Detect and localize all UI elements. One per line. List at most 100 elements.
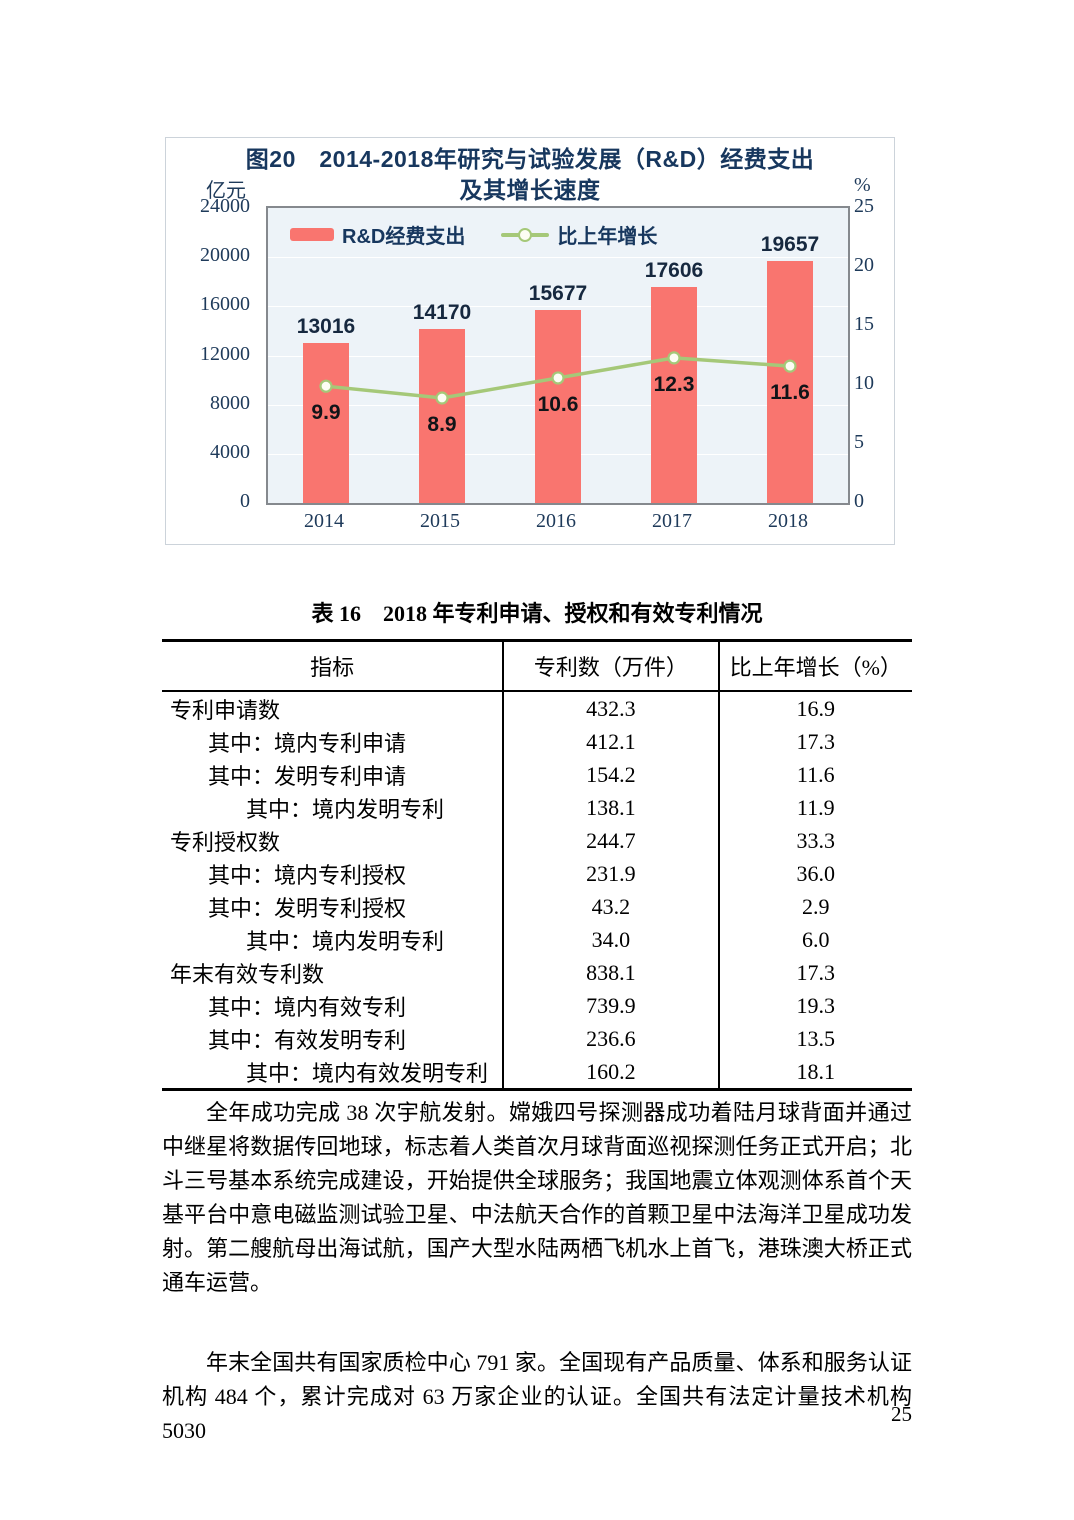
page-number: 25	[891, 1402, 912, 1426]
table-row: 其中：发明专利授权 43.2 2.9	[162, 890, 912, 923]
row-patent-count: 432.3	[502, 691, 719, 725]
y-axis-left-tick: 4000	[210, 440, 250, 463]
table-16-section: 表 16 2018 年专利申请、授权和有效专利情况 指标 专利数（万件） 比上年…	[162, 596, 912, 1091]
row-growth: 2.9	[717, 890, 912, 923]
table-row: 专利申请数 432.3 16.9	[162, 691, 912, 725]
row-label: 年末有效专利数	[170, 961, 325, 987]
line-marker-swatch	[518, 227, 533, 242]
y-axis-left-tick: 24000	[200, 195, 250, 217]
table-row: 其中：发明专利申请 154.2 11.6	[162, 758, 912, 791]
line-point	[435, 391, 449, 405]
table-row: 其中：境内专利授权 231.9 36.0	[162, 857, 912, 890]
line-value-label: 12.3	[653, 372, 695, 396]
row-patent-count: 160.2	[502, 1055, 719, 1090]
row-growth: 19.3	[717, 989, 912, 1022]
legend-item-bar: R&D经费支出	[290, 220, 465, 249]
row-label: 其中：境内有效发明专利	[246, 1060, 489, 1086]
bar	[651, 286, 697, 503]
y-axis-left-tick: 8000	[210, 391, 250, 414]
bar	[767, 261, 813, 503]
row-label: 专利授权数	[170, 829, 281, 855]
bar-value-label: 13016	[296, 315, 356, 338]
left-axis-unit: 亿元	[206, 180, 246, 202]
gridline	[268, 257, 848, 259]
row-growth: 17.3	[717, 725, 912, 758]
row-label: 其中：境内有效专利	[208, 994, 407, 1020]
chart-legend: R&D经费支出 比上年增长	[290, 220, 657, 249]
row-patent-count: 138.1	[502, 791, 719, 824]
x-axis-tick: 2014	[304, 510, 344, 532]
line-value-label: 10.6	[537, 392, 579, 416]
row-patent-count: 34.0	[502, 923, 719, 956]
table-row: 专利授权数 244.7 33.3	[162, 824, 912, 857]
table-row: 其中：境内有效发明专利 160.2 18.1	[162, 1055, 912, 1090]
bar-series-swatch	[290, 228, 334, 241]
paragraph: 年末全国共有国家质检中心 791 家。全国现有产品质量、体系和服务认证机构 48…	[162, 1350, 912, 1443]
bar-value-label: 15677	[528, 282, 588, 306]
y-axis-right-tick: 20	[854, 254, 874, 276]
figure-20-chart: 图20 2014-2018年研究与试验发展（R&D）经费支出 及其增长速度 亿元…	[165, 137, 895, 545]
row-patent-count: 154.2	[502, 758, 719, 791]
x-axis-tick: 2018	[768, 510, 808, 532]
table-row: 其中：境内有效专利 739.9 19.3	[162, 989, 912, 1022]
row-growth: 11.9	[717, 791, 912, 824]
legend-label-bar: R&D经费支出	[342, 226, 466, 248]
row-label: 其中：发明专利申请	[208, 763, 407, 789]
y-axis-right-tick: 15	[854, 313, 874, 335]
bar	[303, 343, 349, 503]
y-axis-right-tick: 0	[854, 490, 864, 512]
table-row: 其中：境内发明专利 138.1 11.9	[162, 791, 912, 824]
row-patent-count: 236.6	[502, 1022, 719, 1055]
row-label: 其中：境内专利申请	[208, 730, 407, 756]
gridline	[268, 306, 848, 308]
row-growth: 17.3	[717, 956, 912, 989]
y-axis-right-tick: 25	[854, 195, 874, 217]
body-text: 全年成功完成 38 次宇航发射。嫦娥四号探测器成功着陆月球背面并通过中继星将数据…	[162, 1096, 912, 1448]
header-indicator: 指标	[162, 640, 504, 692]
chart-title: 图20 2014-2018年研究与试验发展（R&D）经费支出 及其增长速度	[166, 144, 894, 206]
row-growth: 11.6	[717, 758, 912, 791]
row-patent-count: 244.7	[502, 824, 719, 857]
header-patent-count: 专利数（万件）	[502, 640, 719, 692]
table-title: 表 16 2018 年专利申请、授权和有效专利情况	[311, 601, 763, 626]
table-row: 其中：境内专利申请 412.1 17.3	[162, 725, 912, 758]
legend-item-line: 比上年增长	[501, 220, 657, 249]
row-label: 其中：境内发明专利	[246, 928, 445, 954]
growth-line-layer	[319, 351, 797, 405]
bar-value-label: 19657	[760, 233, 820, 257]
row-growth: 13.5	[717, 1022, 912, 1055]
line-point	[551, 371, 565, 385]
bar-value-label: 17606	[644, 258, 704, 282]
row-growth: 33.3	[717, 824, 912, 857]
paragraph: 全年成功完成 38 次宇航发射。嫦娥四号探测器成功着陆月球背面并通过中继星将数据…	[162, 1100, 912, 1295]
x-axis-tick: 2016	[536, 510, 576, 532]
row-label: 专利申请数	[170, 697, 281, 723]
y-axis-right-tick: 5	[854, 431, 864, 453]
row-growth: 36.0	[717, 857, 912, 890]
table-row: 其中：有效发明专利 236.6 13.5	[162, 1022, 912, 1055]
bar	[419, 328, 465, 503]
line-value-label: 11.6	[770, 381, 810, 405]
right-axis-unit: %	[854, 174, 871, 196]
line-point	[319, 379, 333, 393]
y-axis-right-tick: 10	[854, 372, 874, 394]
table-row: 其中：境内发明专利 34.0 6.0	[162, 923, 912, 956]
line-point	[667, 351, 681, 365]
row-patent-count: 412.1	[502, 725, 719, 758]
table-header-row: 指标 专利数（万件） 比上年增长（%）	[162, 640, 912, 692]
x-axis-tick: 2015	[420, 510, 460, 532]
y-axis-left-tick: 0	[240, 490, 250, 512]
y-axis-left-tick: 20000	[200, 244, 250, 267]
row-patent-count: 838.1	[502, 956, 719, 989]
row-growth: 6.0	[717, 923, 912, 956]
table-row: 年末有效专利数 838.1 17.3	[162, 956, 912, 989]
bar	[535, 310, 581, 503]
header-growth: 比上年增长（%）	[717, 640, 912, 692]
line-series-icon	[501, 227, 550, 242]
row-label: 其中：发明专利授权	[208, 895, 407, 921]
line-point	[783, 359, 797, 373]
patents-table: 指标 专利数（万件） 比上年增长（%） 专利申请数 432.3 16.9 其中：境内专…	[162, 639, 912, 1091]
bar-value-label: 14170	[412, 300, 472, 324]
row-label: 其中：境内发明专利	[246, 796, 445, 822]
